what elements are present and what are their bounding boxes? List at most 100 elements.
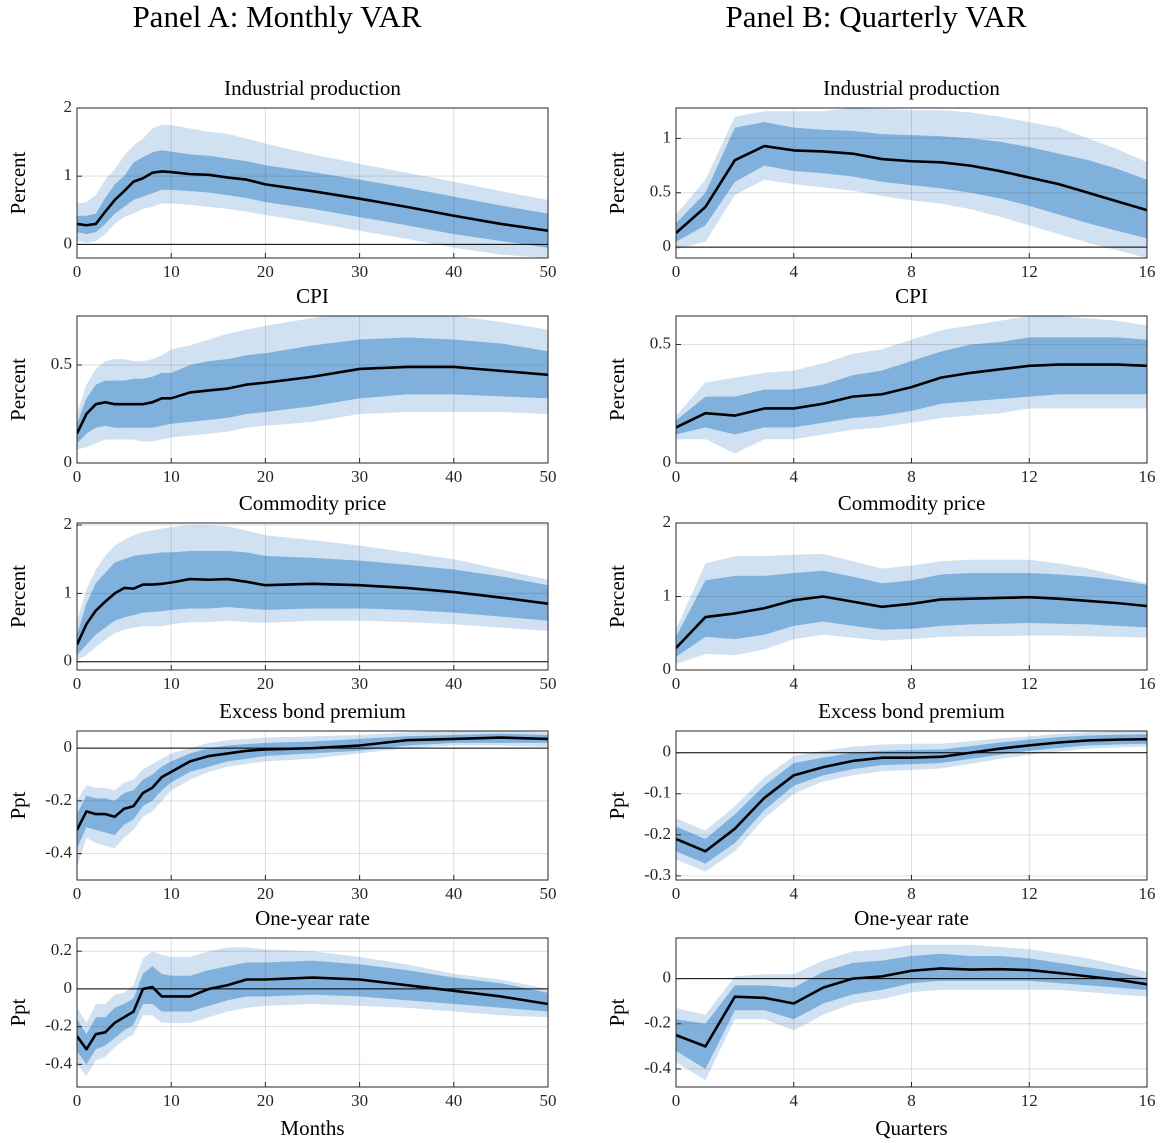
subplot-title: Commodity price [838,491,986,515]
x-tick-label: 40 [445,1091,462,1110]
confidence-band [77,960,548,1065]
x-tick-label: 16 [1139,467,1156,486]
irf-line [676,967,1147,1048]
y-tick-label: 0 [663,742,672,761]
y-tick-label: 0 [64,233,73,252]
subplot: One-year rate Ppt Quarters 0 4 8 12 16 -0.4 -0.2 0 [605,906,1156,1140]
subplot-title: Excess bond premium [219,699,406,723]
irf-line [77,170,548,233]
x-tick-label: 40 [445,262,462,281]
panel-title: Panel B: Quarterly VAR [725,0,1026,34]
y-tick-label: -0.2 [45,1016,72,1035]
y-axis-label: Ppt [6,791,30,819]
irf-line [676,595,1147,649]
x-axis-label: Quarters [875,1116,947,1140]
y-tick-label: 2 [64,97,73,116]
x-tick-label: 10 [163,674,180,693]
plot-area [676,316,1147,463]
axes-frame [76,522,549,671]
y-tick-label: 0 [64,452,73,471]
subplot-title: Industrial production [224,76,401,100]
y-tick-label: 0 [663,236,672,255]
confidence-band [676,953,1147,1069]
x-tick-label: 50 [540,884,557,903]
x-tick-label: 0 [672,884,681,903]
confidence-band [77,551,548,655]
y-tick-label: 0.5 [51,354,72,373]
subplot-title: CPI [296,284,329,308]
axes-frame [76,107,549,259]
x-tick-label: 16 [1139,1091,1156,1110]
subplot-title: One-year rate [255,906,370,930]
y-tick-label: -0.2 [644,1013,671,1032]
confidence-band [77,337,548,444]
x-tick-label: 8 [907,262,916,281]
subplot: Industrial production Percent 0 10 20 30 40 50 0… [6,76,557,281]
subplot: CPI Percent 0 10 20 30 40 50 0 0.5 [6,284,557,486]
y-tick-label: 2 [64,514,73,533]
x-tick-label: 12 [1021,674,1038,693]
x-tick-label: 0 [73,467,82,486]
confidence-band [676,570,1147,657]
x-tick-label: 20 [257,674,274,693]
x-tick-label: 12 [1021,262,1038,281]
x-tick-label: 0 [672,674,681,693]
y-tick-label: 0.5 [650,182,671,201]
y-tick-label: 0 [64,978,73,997]
y-tick-label: 1 [64,582,73,601]
x-tick-label: 0 [73,1091,82,1110]
y-axis-label: Percent [6,358,30,421]
y-axis-label: Percent [605,358,629,421]
x-tick-label: 10 [163,1091,180,1110]
x-tick-label: 50 [540,1091,557,1110]
y-tick-label: -0.4 [45,1053,72,1072]
x-tick-label: 12 [1021,467,1038,486]
x-tick-label: 0 [672,1091,681,1110]
x-tick-label: 30 [351,1091,368,1110]
plot-area [77,316,548,463]
confidence-band [676,122,1147,242]
panel-title: Panel A: Monthly VAR [132,0,421,34]
x-axis-label: Months [280,1116,344,1140]
x-tick-label: 40 [445,467,462,486]
x-tick-label: 12 [1021,884,1038,903]
y-tick-label: 1 [64,165,73,184]
x-tick-label: 8 [907,1091,916,1110]
y-tick-label: -0.2 [644,824,671,843]
confidence-band [676,734,1147,864]
x-tick-label: 4 [790,674,799,693]
y-tick-label: 0 [64,737,73,756]
axes-frame [76,937,549,1088]
x-tick-label: 50 [540,467,557,486]
plot-area [676,731,1147,880]
plot-area [77,523,548,670]
x-tick-label: 8 [907,884,916,903]
y-tick-label: -0.3 [644,865,671,884]
x-tick-label: 16 [1139,884,1156,903]
y-tick-label: 0.2 [51,940,72,959]
x-tick-label: 16 [1139,262,1156,281]
x-tick-label: 12 [1021,1091,1038,1110]
y-tick-label: -0.2 [45,790,72,809]
irf-line [676,363,1147,429]
y-axis-label: Ppt [605,791,629,819]
x-tick-label: 0 [672,262,681,281]
subplot-title: Excess bond premium [818,699,1005,723]
subplot: Excess bond premium Ppt 0 10 20 30 40 50 -0.4 -0.… [6,699,557,903]
x-tick-label: 20 [257,1091,274,1110]
y-tick-label: 0 [64,651,73,670]
x-tick-label: 8 [907,674,916,693]
x-tick-label: 10 [163,467,180,486]
irf-line [676,737,1147,853]
subplot: Commodity price Percent 0 10 20 30 40 50 0 1 2 [6,491,557,693]
plot-area [77,108,548,258]
subplot-title: Industrial production [823,76,1000,100]
y-axis-label: Percent [605,565,629,628]
x-tick-label: 30 [351,884,368,903]
irf-line [77,736,548,831]
x-tick-label: 50 [540,262,557,281]
irf-line [676,144,1147,234]
irf-line [77,577,548,646]
